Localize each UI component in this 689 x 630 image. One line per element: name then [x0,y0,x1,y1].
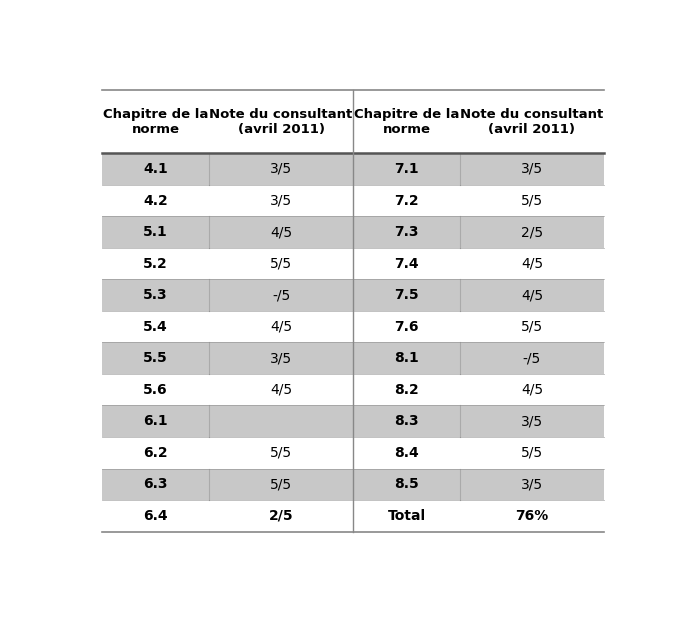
Text: 8.5: 8.5 [394,478,419,491]
Text: 2/5: 2/5 [269,509,294,523]
Text: 5/5: 5/5 [270,256,292,270]
Text: 7.5: 7.5 [394,288,419,302]
Text: 5.4: 5.4 [143,319,168,334]
Text: 7.2: 7.2 [394,193,419,207]
Text: Note du consultant
(avril 2011): Note du consultant (avril 2011) [209,108,353,135]
Text: 8.4: 8.4 [394,446,419,460]
Text: 76%: 76% [515,509,548,523]
Text: -/5: -/5 [523,351,541,365]
Bar [102,185,604,216]
Text: 3/5: 3/5 [521,162,543,176]
Text: Chapitre de la
norme: Chapitre de la norme [103,108,208,135]
Text: 5/5: 5/5 [270,478,292,491]
Text: 4/5: 4/5 [270,225,292,239]
Bar [102,374,604,406]
Bar [102,311,604,343]
Text: 4/5: 4/5 [521,288,543,302]
Text: 3/5: 3/5 [521,478,543,491]
Text: 5.1: 5.1 [143,225,168,239]
Text: 2/5: 2/5 [521,225,543,239]
Text: 8.1: 8.1 [394,351,419,365]
Text: 5/5: 5/5 [521,319,543,334]
Bar [102,437,604,469]
Text: 5/5: 5/5 [270,446,292,460]
Text: 4/5: 4/5 [270,319,292,334]
Bar [102,500,604,532]
Text: Chapitre de la
norme: Chapitre de la norme [354,108,459,135]
Text: 3/5: 3/5 [270,162,292,176]
Text: 4/5: 4/5 [521,382,543,397]
Bar [102,406,604,437]
Text: 6.3: 6.3 [143,478,168,491]
Text: 8.3: 8.3 [394,415,419,428]
Text: 3/5: 3/5 [270,193,292,207]
Text: Total: Total [387,509,426,523]
Text: 5.6: 5.6 [143,382,168,397]
Text: 4.1: 4.1 [143,162,168,176]
Text: 7.4: 7.4 [394,256,419,270]
Text: 7.1: 7.1 [394,162,419,176]
Text: 4/5: 4/5 [521,256,543,270]
Text: Note du consultant
(avril 2011): Note du consultant (avril 2011) [460,108,604,135]
Text: 5.2: 5.2 [143,256,168,270]
Text: 7.6: 7.6 [394,319,419,334]
Bar [102,153,604,185]
Bar [102,343,604,374]
Text: 4/5: 4/5 [270,382,292,397]
Text: -/5: -/5 [272,288,290,302]
Text: 8.2: 8.2 [394,382,419,397]
Bar [102,279,604,311]
Text: 5/5: 5/5 [521,446,543,460]
Text: 5.3: 5.3 [143,288,168,302]
Text: 5.5: 5.5 [143,351,168,365]
Text: 3/5: 3/5 [270,351,292,365]
Text: 7.3: 7.3 [394,225,419,239]
Bar [102,90,604,153]
Text: 3/5: 3/5 [521,415,543,428]
Bar [102,469,604,500]
Bar [102,248,604,279]
Text: 6.1: 6.1 [143,415,168,428]
Text: 6.2: 6.2 [143,446,168,460]
Text: 4.2: 4.2 [143,193,168,207]
Bar [102,216,604,248]
Text: 5/5: 5/5 [521,193,543,207]
Text: 6.4: 6.4 [143,509,168,523]
